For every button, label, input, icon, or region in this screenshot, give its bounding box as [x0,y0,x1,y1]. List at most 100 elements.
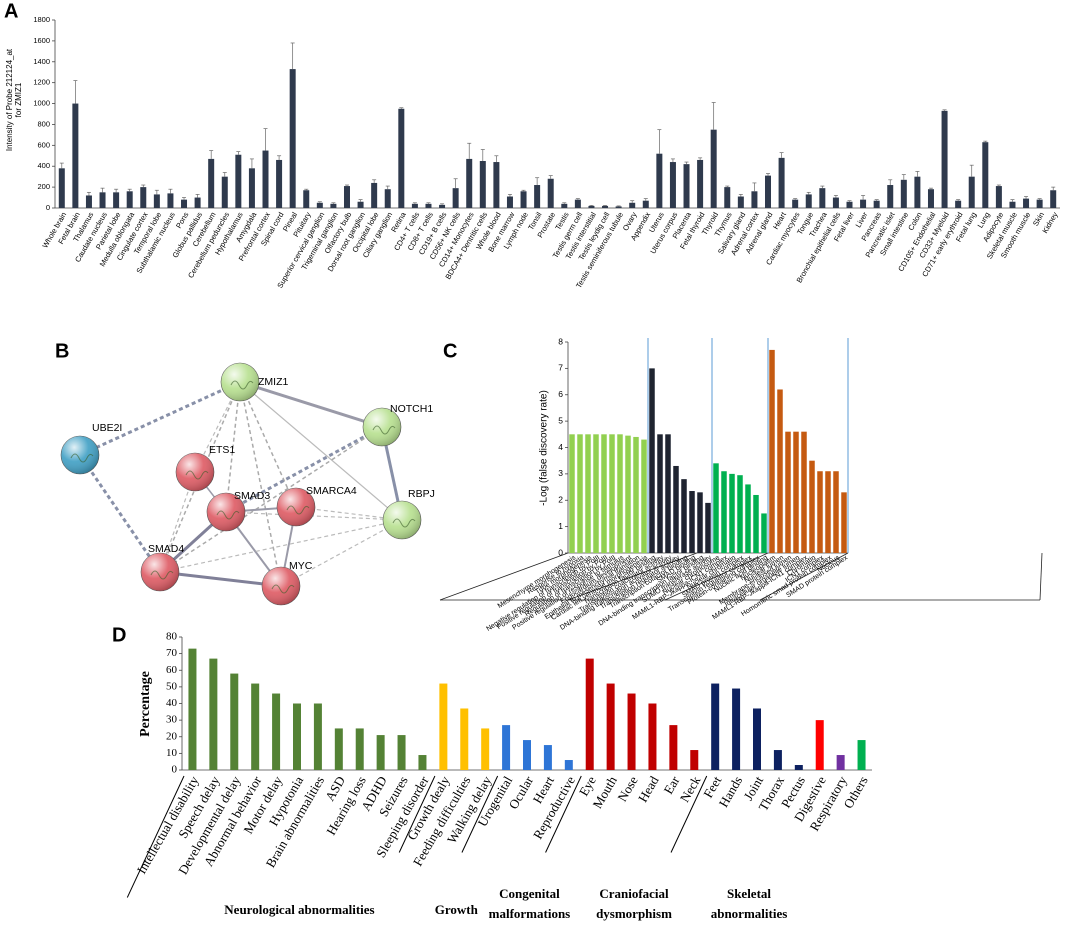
bar [1023,198,1030,208]
bar [188,648,197,770]
error-bar [304,188,309,191]
bar [439,204,446,208]
bar [209,658,218,770]
error-bar [154,189,159,195]
bar [697,492,703,553]
bar [479,161,486,208]
bar [710,129,717,208]
y-tick-label: 10 [166,747,178,759]
bar [520,191,527,208]
network-edge [239,381,297,508]
y-tick-label: 1000 [33,99,50,108]
bar [588,205,595,208]
network-edge [159,519,403,573]
bar [398,108,405,208]
bar [711,683,720,770]
node-shine [207,493,245,531]
y-tick-label: 20 [166,730,178,742]
group-label: abnormalities [711,906,788,921]
network-edge [159,381,241,573]
bar [181,199,188,208]
bar [625,435,631,553]
bar [785,431,791,553]
network-edge [225,425,383,514]
bar [669,162,676,208]
bar [1009,201,1016,208]
error-bar [725,185,730,188]
node-label: ETS1 [209,444,235,456]
y-tick-label: 70 [166,647,178,659]
panel-label: B [55,340,69,362]
network-edge [225,511,403,521]
error-bar [209,150,214,159]
bar [208,158,215,208]
network-edge [239,380,383,429]
y-tick-label: 1600 [33,36,50,45]
bar [860,199,867,208]
bar [615,206,622,208]
network-edge [239,381,403,521]
group-divider [670,775,708,853]
panel-label: C [443,340,457,362]
y-tick-label: 6 [558,389,563,399]
y-tick-label: 60 [166,664,178,676]
group-label: Neurological abnormalities [224,902,374,917]
error-bar [426,202,431,204]
error-bar [575,198,580,200]
y-axis-label: -Log (false discovery rate) [539,390,550,506]
bar [85,195,92,208]
bar [669,725,678,770]
bar [753,494,759,553]
node-shine [221,363,259,401]
error-bar [888,179,893,186]
error-bar [915,171,920,177]
error-bar [236,151,241,155]
error-bar [331,202,336,204]
error-bar [942,109,947,111]
error-bar [480,149,485,161]
error-bar [440,203,445,205]
group-label: Congenital [499,886,560,901]
y-tick-label: 200 [37,182,50,191]
node-label: SMAD4 [148,543,184,555]
bar [793,431,799,553]
bar [585,658,594,770]
y-tick-label: 7 [558,363,563,373]
bar [832,197,839,208]
error-bar [562,202,567,204]
bar [547,178,554,208]
error-bar [793,198,798,200]
error-bar [1037,198,1042,200]
y-tick-label: 30 [166,714,178,726]
node-structure [286,505,310,515]
bar [641,439,647,553]
bar [303,190,310,208]
bar [761,513,767,553]
bar [825,471,831,553]
error-bar [182,197,187,200]
node-structure [271,584,295,594]
error-bar [983,140,988,143]
bar [221,176,228,208]
bar [289,69,296,208]
bar [574,199,581,208]
error-bar [861,195,866,200]
y-tick-label: 50 [166,680,178,692]
node-shine [277,488,315,526]
y-tick-label: 8 [558,336,563,346]
group-divider [545,775,582,853]
error-bar [73,80,78,104]
bar [817,471,823,553]
bar [523,740,531,770]
error-bar [507,194,512,197]
error-bar [535,177,540,186]
node-shine [383,501,421,539]
bar [801,431,807,553]
group-divider [461,775,499,853]
network-edge [79,380,241,457]
y-tick-label: 3 [558,468,563,478]
error-bar [603,205,608,206]
error-bar [833,195,838,198]
node-label: RBPJ [408,488,435,500]
y-tick-label: 80 [166,631,178,643]
